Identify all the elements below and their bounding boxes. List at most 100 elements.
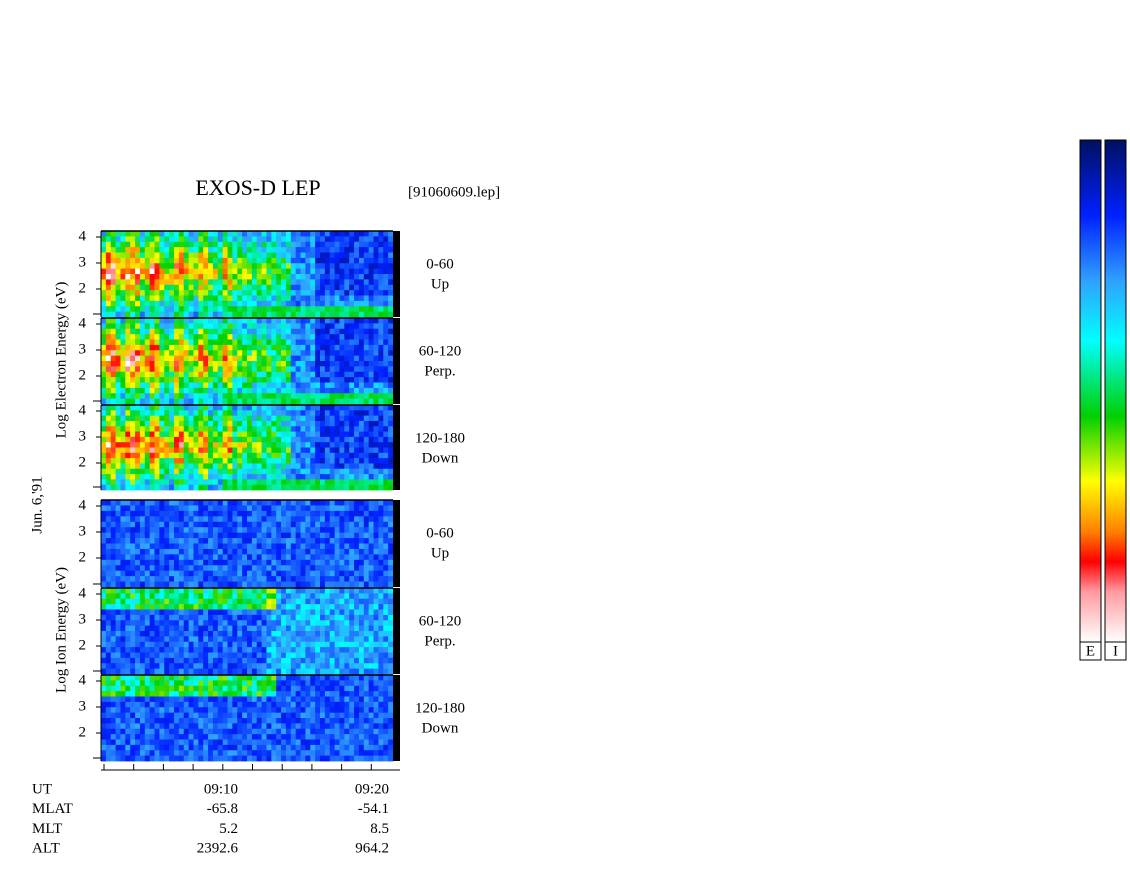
spectrogram-cell — [178, 274, 185, 280]
spectrogram-cell — [144, 631, 151, 637]
spectrogram-cell — [271, 570, 277, 577]
spectrogram-cell — [305, 559, 311, 566]
spectrogram-cell — [383, 581, 389, 588]
spectrogram-cell — [363, 377, 370, 383]
spectrogram-cell — [295, 516, 301, 523]
spectrogram-cell — [300, 241, 306, 248]
spectrogram-cell — [125, 436, 131, 443]
spectrogram-cell — [208, 334, 214, 340]
spectrogram-cell — [349, 576, 355, 582]
spectrogram-cell — [208, 393, 214, 400]
spectrogram-cell — [329, 516, 335, 523]
spectrogram-cell — [310, 398, 316, 405]
spectrogram-cell — [193, 355, 199, 362]
spectrogram-cell — [324, 636, 331, 643]
spectrogram-cell — [178, 361, 185, 367]
spectrogram-cell — [149, 442, 155, 448]
spectrogram-cell — [383, 500, 389, 506]
spectrogram-cell — [290, 458, 297, 464]
spectrogram-cell — [130, 734, 136, 740]
spectrogram-cell — [237, 527, 243, 534]
spectrogram-cell — [115, 675, 121, 681]
spectrogram-cell — [212, 328, 219, 335]
spectrogram-cell — [135, 295, 141, 302]
spectrogram-cell — [358, 344, 365, 351]
spectrogram-cell — [242, 636, 248, 643]
spectrogram-cell — [135, 328, 141, 335]
spectrogram-cell — [261, 625, 267, 632]
spectrogram-cell — [358, 420, 365, 427]
spectrogram-cell — [339, 468, 345, 475]
spectrogram-cell — [144, 641, 151, 648]
spectrogram-cell — [135, 284, 141, 291]
spectrogram-cell — [305, 593, 311, 600]
spectrogram-cell — [251, 576, 258, 582]
spectrogram-cell — [368, 527, 374, 534]
spectrogram-cell — [320, 247, 326, 253]
spectrogram-cell — [144, 554, 151, 561]
spectrogram-cell — [295, 415, 301, 422]
spectrogram-cell — [368, 532, 374, 539]
spectrogram-cell — [115, 707, 121, 714]
spectrogram-cell — [222, 647, 228, 653]
spectrogram-cell — [368, 559, 374, 566]
spectrogram-cell — [383, 521, 389, 528]
spectrogram-cell — [261, 647, 267, 653]
spectrogram-cell — [349, 241, 355, 248]
spectrogram-cell — [339, 279, 345, 286]
spectrogram-cell — [222, 279, 228, 286]
spectrogram-cell — [169, 361, 175, 367]
spectrogram-cell — [281, 668, 287, 675]
spectrogram-cell — [247, 452, 253, 459]
spectrogram-cell — [363, 598, 370, 605]
spectrogram-cell — [276, 377, 282, 383]
spectrogram-cell — [344, 516, 350, 523]
spectrogram-cell — [266, 647, 272, 653]
spectrogram-cell — [208, 463, 214, 470]
spectrogram-cell — [344, 570, 350, 577]
spectrogram-cell — [320, 527, 326, 534]
spectrogram-cell — [130, 614, 136, 621]
spectrogram-cell — [251, 328, 258, 335]
spectrogram-cell — [383, 543, 389, 550]
spectrogram-cell — [300, 636, 306, 643]
spectrogram-cell — [174, 538, 180, 544]
spectrogram-cell — [115, 398, 121, 405]
spectrogram-cell — [363, 463, 370, 470]
spectrogram-cell — [324, 284, 331, 291]
spectrogram-cell — [135, 538, 141, 544]
spectrogram-cell — [256, 668, 262, 675]
spectrogram-cell — [208, 647, 214, 653]
spectrogram-cell — [324, 593, 331, 600]
spectrogram-cell — [105, 350, 112, 357]
spectrogram-cell — [169, 268, 175, 275]
spectrogram-cell — [285, 323, 292, 330]
spectrogram-cell — [193, 468, 199, 475]
spectrogram-cell — [169, 593, 175, 600]
spectrogram-cell — [300, 452, 306, 459]
spectrogram-cell — [203, 604, 209, 610]
spectrogram-cell — [159, 311, 165, 318]
spectrogram-cell — [334, 290, 340, 296]
spectrogram-cell — [203, 382, 209, 389]
spectrogram-cell — [383, 431, 389, 438]
spectrogram-cell — [383, 420, 389, 427]
spectrogram-cell — [198, 398, 204, 405]
spectrogram-cell — [266, 415, 272, 422]
spectrogram-cell — [139, 554, 146, 561]
spectrogram-cell — [164, 554, 170, 561]
spectrogram-cell — [110, 328, 116, 335]
spectrogram-cell — [339, 458, 345, 464]
spectrogram-cell — [110, 548, 116, 555]
spectrogram-cell — [203, 263, 209, 270]
spectrogram-cell — [110, 274, 116, 280]
spectrogram-cell — [271, 371, 277, 378]
spectrogram-cell — [320, 474, 326, 480]
spectrogram-cell — [373, 554, 379, 561]
spectrogram-cell — [383, 442, 389, 448]
spectrogram-cell — [383, 426, 389, 432]
spectrogram-cell — [242, 334, 248, 340]
spectrogram-cell — [183, 410, 189, 417]
spectrogram-cell — [169, 484, 175, 491]
